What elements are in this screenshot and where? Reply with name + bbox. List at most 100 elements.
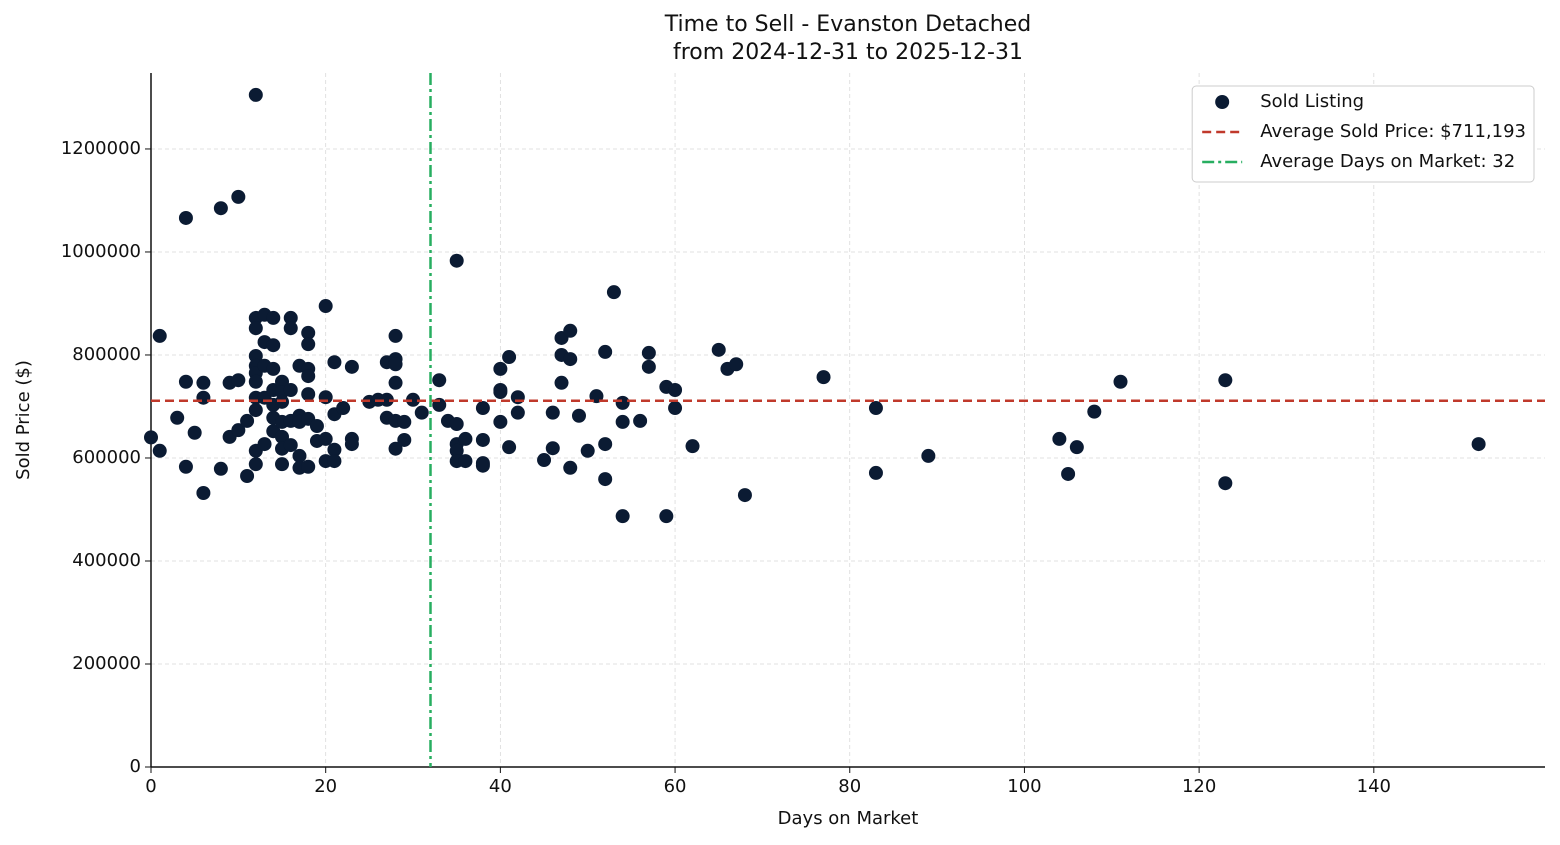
point <box>336 401 351 416</box>
point <box>563 323 578 338</box>
point <box>318 390 333 405</box>
y-tick-label: 0 <box>130 756 141 777</box>
point <box>493 361 508 376</box>
point <box>502 350 517 365</box>
point <box>510 405 525 420</box>
point <box>1069 440 1084 455</box>
point <box>283 321 298 336</box>
point <box>170 410 185 425</box>
x-tick-label: 140 <box>1357 776 1391 797</box>
legend: Sold Listing Average Sold Price: $711,193… <box>1191 85 1535 183</box>
point <box>537 453 552 468</box>
point <box>432 373 447 388</box>
point <box>1052 431 1067 446</box>
y-axis-label: Sold Price ($) <box>13 360 34 480</box>
x-tick-label: 120 <box>1182 776 1216 797</box>
legend-marker <box>1215 95 1230 109</box>
point <box>178 374 193 389</box>
point <box>248 374 263 389</box>
point <box>458 431 473 446</box>
x-tick-label: 100 <box>1007 776 1041 797</box>
point <box>178 459 193 474</box>
point <box>545 441 560 456</box>
point <box>1087 404 1102 419</box>
point <box>406 392 421 407</box>
point <box>554 375 569 390</box>
point <box>266 361 281 376</box>
y-tick-label: 200000 <box>72 653 141 674</box>
point <box>510 390 525 405</box>
point <box>868 465 883 480</box>
point <box>475 432 490 447</box>
point <box>449 416 464 431</box>
point <box>641 359 656 374</box>
point <box>545 405 560 420</box>
point <box>1113 374 1128 389</box>
legend-box <box>1191 85 1535 183</box>
y-tick-label: 400000 <box>72 550 141 571</box>
point <box>301 387 316 402</box>
point <box>449 253 464 268</box>
point <box>379 392 394 407</box>
point <box>1471 437 1486 452</box>
point <box>240 469 255 484</box>
point <box>388 328 403 343</box>
point <box>327 454 342 469</box>
point <box>213 201 228 216</box>
point <box>921 448 936 463</box>
point <box>388 441 403 456</box>
point <box>388 357 403 372</box>
point <box>344 437 359 452</box>
point <box>659 509 674 524</box>
point <box>152 328 167 343</box>
point <box>213 461 228 476</box>
point <box>397 414 412 429</box>
x-axis-label: Days on Market <box>778 808 919 829</box>
point <box>275 374 290 389</box>
point <box>475 458 490 473</box>
point <box>344 359 359 374</box>
x-tick-label: 20 <box>314 776 337 797</box>
legend-label: Average Days on Market: 32 <box>1260 151 1515 172</box>
point <box>318 299 333 314</box>
x-tick-label: 80 <box>838 776 861 797</box>
point <box>580 443 595 458</box>
point <box>327 442 342 457</box>
point <box>729 357 744 372</box>
point <box>1218 476 1233 491</box>
point <box>231 373 246 388</box>
point <box>414 405 429 420</box>
point <box>641 345 656 360</box>
point <box>248 321 263 336</box>
point <box>816 370 831 385</box>
point <box>275 429 290 444</box>
point <box>309 419 324 434</box>
point <box>615 414 630 429</box>
point <box>283 310 298 325</box>
point <box>571 408 586 423</box>
point <box>563 460 578 475</box>
point <box>257 437 272 452</box>
point <box>318 431 333 446</box>
point <box>301 369 316 384</box>
y-tick-label: 1000000 <box>61 241 141 262</box>
point <box>388 375 403 390</box>
point <box>266 310 281 325</box>
point <box>668 382 683 397</box>
x-tick-label: 0 <box>145 776 156 797</box>
point <box>598 344 613 359</box>
point <box>598 437 613 452</box>
point <box>196 390 211 405</box>
point <box>598 472 613 487</box>
point <box>292 448 307 463</box>
point <box>737 488 752 503</box>
legend-label: Sold Listing <box>1260 91 1364 112</box>
point <box>449 443 464 458</box>
point <box>248 87 263 102</box>
point <box>458 454 473 469</box>
point <box>248 457 263 472</box>
point <box>283 438 298 453</box>
point <box>144 430 158 445</box>
point <box>248 403 263 418</box>
